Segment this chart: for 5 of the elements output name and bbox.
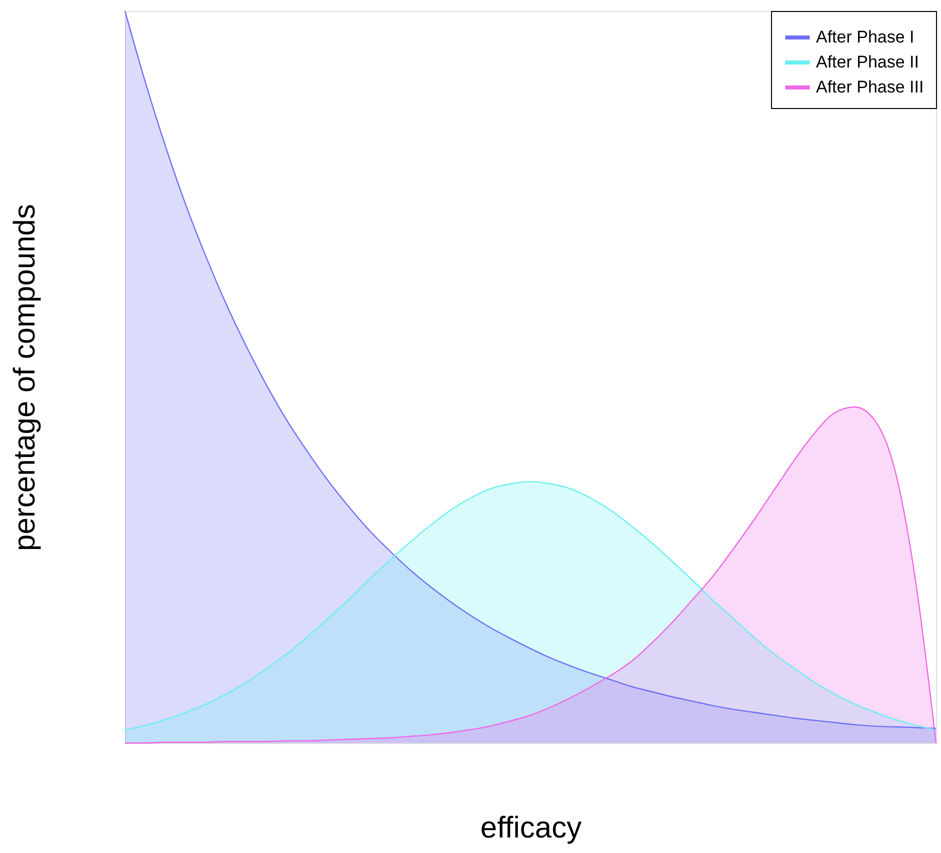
y-axis-title: percentage of compounds — [8, 204, 42, 551]
x-axis-title: efficacy — [480, 812, 582, 844]
legend-label: After Phase I — [816, 28, 914, 46]
legend-label: After Phase III — [816, 78, 924, 96]
legend-label: After Phase II — [816, 52, 919, 72]
